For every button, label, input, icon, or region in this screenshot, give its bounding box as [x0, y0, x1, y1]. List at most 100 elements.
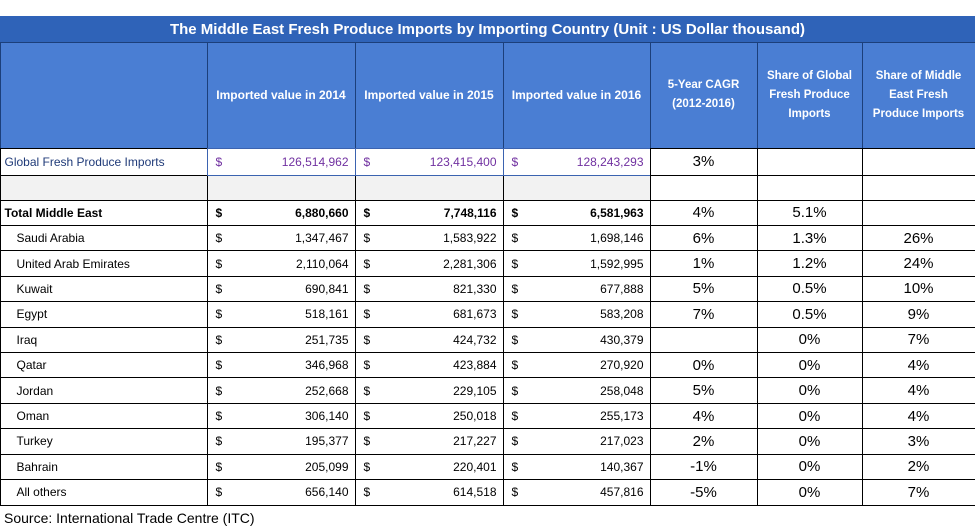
share-global-cell: 0%	[756, 326, 863, 353]
row-label: Turkey	[0, 428, 208, 455]
share-me-cell	[861, 199, 975, 226]
value-cell: $270,920	[502, 352, 651, 379]
value-cell: $346,968	[206, 352, 356, 379]
share-me-cell: 7%	[861, 479, 975, 506]
value: 2,281,306	[443, 256, 497, 271]
currency-symbol: $	[363, 205, 371, 220]
currency-symbol: $	[363, 434, 371, 449]
blank-cell	[649, 174, 758, 201]
value: 681,673	[453, 307, 497, 322]
value-cell: $614,518	[354, 479, 504, 506]
currency-symbol: $	[511, 434, 519, 449]
currency-symbol: $	[511, 409, 519, 424]
value: 270,920	[600, 358, 644, 373]
value-cell: $140,367	[502, 453, 651, 481]
row-label: Saudi Arabia	[0, 224, 208, 252]
share-global-cell: 0%	[756, 377, 863, 404]
currency-symbol: $	[215, 485, 223, 500]
share-me-cell: 7%	[861, 326, 975, 353]
share-global-cell: 0%	[756, 453, 863, 481]
value-cell: $583,208	[502, 301, 651, 328]
value-cell: $2,110,064	[206, 250, 356, 277]
cagr-cell: 3%	[649, 147, 758, 176]
cagr-cell: 5%	[649, 275, 758, 303]
value-cell: $518,161	[206, 301, 356, 328]
currency-symbol: $	[215, 459, 223, 474]
share-global-cell	[756, 147, 863, 176]
row-label: Oman	[0, 402, 208, 430]
value: 6,880,660	[295, 205, 349, 220]
cagr-cell: 7%	[649, 301, 758, 328]
share-global-cell: 0%	[756, 479, 863, 506]
source-note: Source: International Trade Centre (ITC)	[4, 510, 255, 526]
value-cell: $690,841	[206, 275, 356, 303]
value: 1,592,995	[590, 256, 644, 271]
value-cell: $229,105	[354, 377, 504, 404]
blank-cell	[206, 174, 356, 201]
currency-symbol: $	[511, 358, 519, 373]
value-cell: $423,884	[354, 352, 504, 379]
value-cell: $195,377	[206, 428, 356, 455]
share-me-cell: 4%	[861, 402, 975, 430]
currency-symbol: $	[363, 383, 371, 398]
share-global-cell: 0%	[756, 428, 863, 455]
value-cell: $656,140	[206, 479, 356, 506]
row-label: Bahrain	[0, 453, 208, 481]
value-cell: $7,748,116	[354, 199, 504, 226]
table-title: The Middle East Fresh Produce Imports by…	[0, 16, 975, 42]
share-global-cell: 0%	[756, 402, 863, 430]
share-me-cell: 26%	[861, 224, 975, 252]
share-global-cell: 1.2%	[756, 250, 863, 277]
value-cell: $123,415,400	[354, 147, 504, 176]
currency-symbol: $	[511, 383, 519, 398]
currency-symbol: $	[215, 256, 223, 271]
currency-symbol: $	[511, 307, 519, 322]
value: 140,367	[600, 459, 644, 474]
value: 656,140	[305, 485, 349, 500]
share-global-cell: 5.1%	[756, 199, 863, 226]
share-global-cell: 1.3%	[756, 224, 863, 252]
value: 821,330	[453, 281, 497, 296]
value-cell: $217,227	[354, 428, 504, 455]
currency-symbol: $	[511, 154, 519, 169]
header-cell: Imported value in 2014	[206, 41, 356, 149]
cagr-cell: 6%	[649, 224, 758, 252]
header-cell: Share of Global Fresh Produce Imports	[756, 41, 863, 149]
value: 1,347,467	[295, 231, 349, 246]
share-me-cell: 2%	[861, 453, 975, 481]
share-me-cell	[861, 147, 975, 176]
currency-symbol: $	[511, 485, 519, 500]
value: 220,401	[453, 459, 497, 474]
currency-symbol: $	[363, 307, 371, 322]
value-cell: $251,735	[206, 326, 356, 353]
blank-cell	[756, 174, 863, 201]
cagr-cell: 2%	[649, 428, 758, 455]
share-me-cell: 10%	[861, 275, 975, 303]
value: 128,243,293	[576, 154, 644, 169]
value-cell: $128,243,293	[502, 147, 651, 176]
cagr-cell: 4%	[649, 402, 758, 430]
value-cell: $2,281,306	[354, 250, 504, 277]
currency-symbol: $	[363, 281, 371, 296]
currency-symbol: $	[363, 231, 371, 246]
cagr-cell: 4%	[649, 199, 758, 226]
value-cell: $6,880,660	[206, 199, 356, 226]
header-cell: Imported value in 2016	[502, 41, 651, 149]
row-label: Global Fresh Produce Imports	[0, 147, 208, 176]
cagr-cell: 0%	[649, 352, 758, 379]
currency-symbol: $	[511, 332, 519, 347]
row-label: Jordan	[0, 377, 208, 404]
value: 518,161	[305, 307, 349, 322]
value: 229,105	[453, 383, 497, 398]
share-me-cell: 4%	[861, 352, 975, 379]
currency-symbol: $	[363, 154, 371, 169]
share-me-cell: 9%	[861, 301, 975, 328]
value-cell: $424,732	[354, 326, 504, 353]
value-cell: $205,099	[206, 453, 356, 481]
value-cell: $258,048	[502, 377, 651, 404]
value: 430,379	[600, 332, 644, 347]
share-global-cell: 0.5%	[756, 275, 863, 303]
value-cell: $220,401	[354, 453, 504, 481]
value: 126,514,962	[281, 154, 349, 169]
